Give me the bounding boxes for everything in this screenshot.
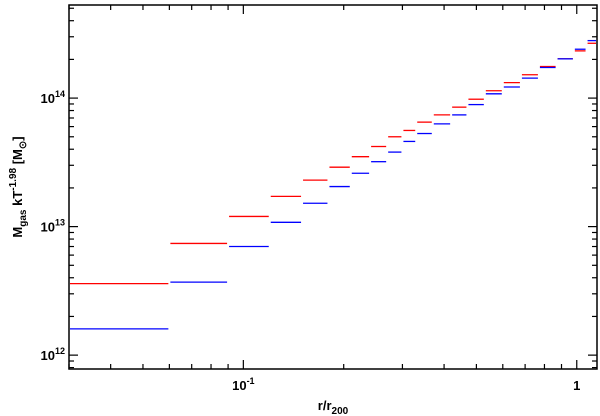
- plot-frame: [68, 4, 598, 370]
- y-tick-label-base: 10: [41, 220, 55, 235]
- y-tick-label-exp: 13: [55, 218, 65, 228]
- y-tick-label-base: 10: [41, 348, 55, 363]
- x-tick-label-base: 10: [232, 378, 246, 393]
- x-tick-label: 10-1: [232, 376, 254, 393]
- y-tick-label: 1012: [41, 346, 65, 363]
- y-tick-label: 1013: [41, 218, 65, 235]
- x-tick-label-exp: -1: [247, 376, 255, 386]
- y-axis-label: Mgas kT-1.98 [M⊙]: [8, 136, 29, 237]
- y-axis-label-sub: gas: [18, 209, 29, 227]
- y-tick-label: 1014: [41, 89, 65, 106]
- series-1: [70, 39, 596, 330]
- y-axis-label-unit-close: ]: [10, 136, 25, 140]
- y-axis-label-main: M: [10, 227, 25, 238]
- y-tick-label-base: 10: [41, 91, 55, 106]
- y-tick-label-exp: 14: [55, 89, 65, 99]
- y-tick-label-exp: 12: [55, 346, 65, 356]
- x-axis-label-main: r/r: [318, 398, 332, 413]
- x-tick-label: 1: [573, 378, 580, 393]
- x-axis-label: r/r200: [318, 398, 349, 416]
- axis-ticks: [68, 5, 597, 369]
- solar-symbol-icon: ⊙: [18, 141, 29, 149]
- series-0: [70, 42, 596, 285]
- y-axis-label-mid: kT: [10, 191, 25, 210]
- series-layer: [70, 39, 596, 330]
- y-axis-label-unit-open: [M: [10, 149, 25, 168]
- y-axis-label-sup: -1.98: [8, 167, 19, 190]
- x-axis-label-sub: 200: [332, 406, 349, 416]
